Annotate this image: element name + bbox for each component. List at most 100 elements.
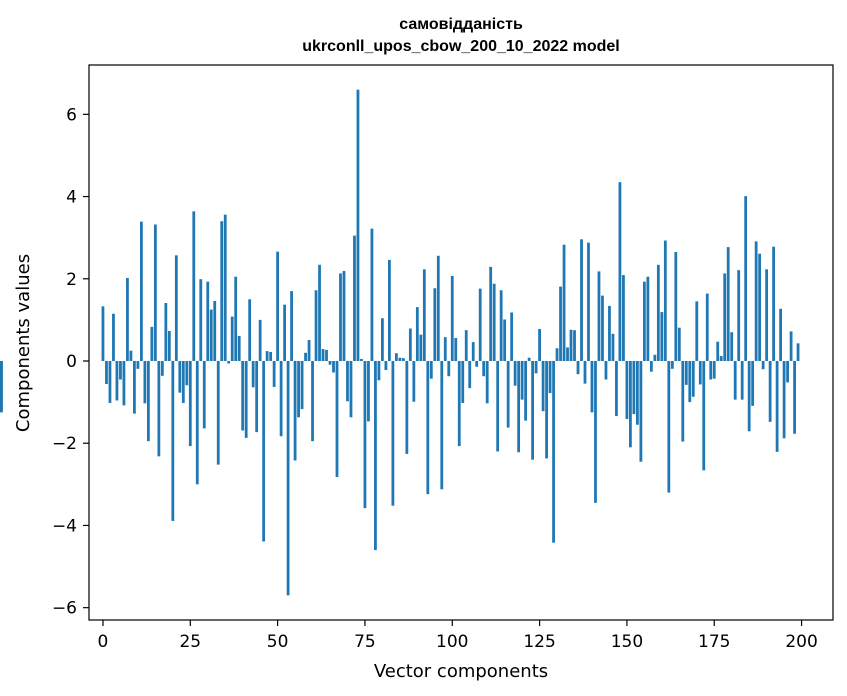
bar — [615, 361, 618, 417]
bar — [667, 361, 671, 493]
bar — [611, 333, 615, 361]
bar — [178, 361, 182, 393]
bar — [475, 361, 479, 367]
bar — [108, 361, 112, 403]
bar — [730, 332, 734, 361]
bar — [698, 361, 702, 385]
y-tick-label: −6 — [52, 599, 77, 619]
bar — [625, 361, 629, 419]
bar — [140, 221, 143, 361]
bar — [401, 358, 405, 361]
bar — [684, 361, 688, 385]
bar — [496, 361, 500, 452]
bar — [775, 361, 779, 452]
x-tick-label: 150 — [611, 632, 643, 652]
bar — [349, 361, 353, 418]
bar — [227, 361, 231, 364]
bar — [580, 239, 583, 361]
bar — [272, 361, 276, 387]
bar — [283, 304, 286, 361]
bar — [101, 306, 105, 361]
x-tick-label: 100 — [436, 632, 468, 652]
y-tick-label: −2 — [52, 434, 77, 454]
bar — [719, 356, 723, 361]
bar — [436, 255, 440, 361]
bar — [363, 361, 367, 509]
bar — [126, 277, 129, 361]
bar — [195, 361, 199, 485]
bar — [562, 244, 566, 361]
bar — [146, 361, 150, 442]
x-tick-label: 200 — [785, 632, 817, 652]
bar — [213, 300, 217, 361]
bar — [786, 361, 789, 383]
bar — [244, 361, 248, 438]
bar — [426, 361, 430, 495]
bar — [199, 279, 203, 361]
bar — [531, 361, 534, 460]
bar — [702, 361, 706, 471]
bar — [761, 361, 765, 370]
x-axis: 0 25 50 75 100 125 150 175 200 — [98, 620, 818, 652]
bar — [454, 337, 458, 361]
bar — [559, 286, 562, 361]
bar — [356, 89, 360, 362]
bar — [157, 361, 161, 457]
bar — [674, 252, 678, 361]
bar — [188, 361, 192, 447]
bar — [237, 335, 241, 361]
x-tick-label: 25 — [179, 632, 201, 652]
bar — [230, 316, 234, 361]
x-axis-label: Vector components — [374, 661, 548, 682]
chart-title: самовідданість — [399, 16, 523, 33]
bar — [772, 246, 776, 361]
bar — [394, 353, 398, 361]
bar — [576, 361, 580, 375]
x-tick-label: 0 — [98, 632, 109, 652]
bar — [429, 361, 433, 379]
bar — [290, 291, 293, 361]
bar — [325, 349, 328, 361]
bar — [793, 361, 796, 434]
bar — [541, 361, 545, 412]
bar — [751, 361, 755, 406]
bar — [534, 361, 538, 374]
bar — [304, 352, 307, 361]
bar — [136, 361, 140, 369]
bar — [782, 361, 786, 439]
bar — [457, 361, 461, 447]
bar — [353, 235, 356, 361]
bar — [346, 361, 349, 402]
bar — [737, 270, 741, 361]
bar — [569, 329, 573, 361]
bar — [548, 361, 552, 394]
bar — [601, 295, 604, 361]
bar — [733, 361, 737, 400]
bar — [499, 290, 503, 361]
bar — [538, 328, 541, 361]
bar — [405, 361, 409, 454]
bar — [517, 361, 521, 453]
bar — [314, 290, 318, 361]
bar — [171, 361, 175, 521]
y-tick-label: 0 — [66, 352, 77, 372]
bar — [524, 361, 528, 421]
bar — [370, 228, 374, 361]
bar — [374, 361, 377, 551]
bar — [391, 361, 395, 506]
bar — [300, 361, 304, 410]
bar — [744, 196, 748, 361]
bar — [691, 361, 695, 397]
bar — [388, 259, 391, 361]
bar — [105, 361, 108, 385]
x-tick-label: 175 — [698, 632, 730, 652]
bar — [747, 361, 751, 432]
bar — [422, 269, 426, 361]
bar — [489, 266, 493, 361]
y-tick-label: 6 — [66, 105, 77, 125]
bar — [223, 214, 227, 361]
bar — [478, 288, 482, 361]
bar — [622, 275, 625, 361]
bar — [513, 361, 517, 386]
bar — [527, 357, 531, 361]
